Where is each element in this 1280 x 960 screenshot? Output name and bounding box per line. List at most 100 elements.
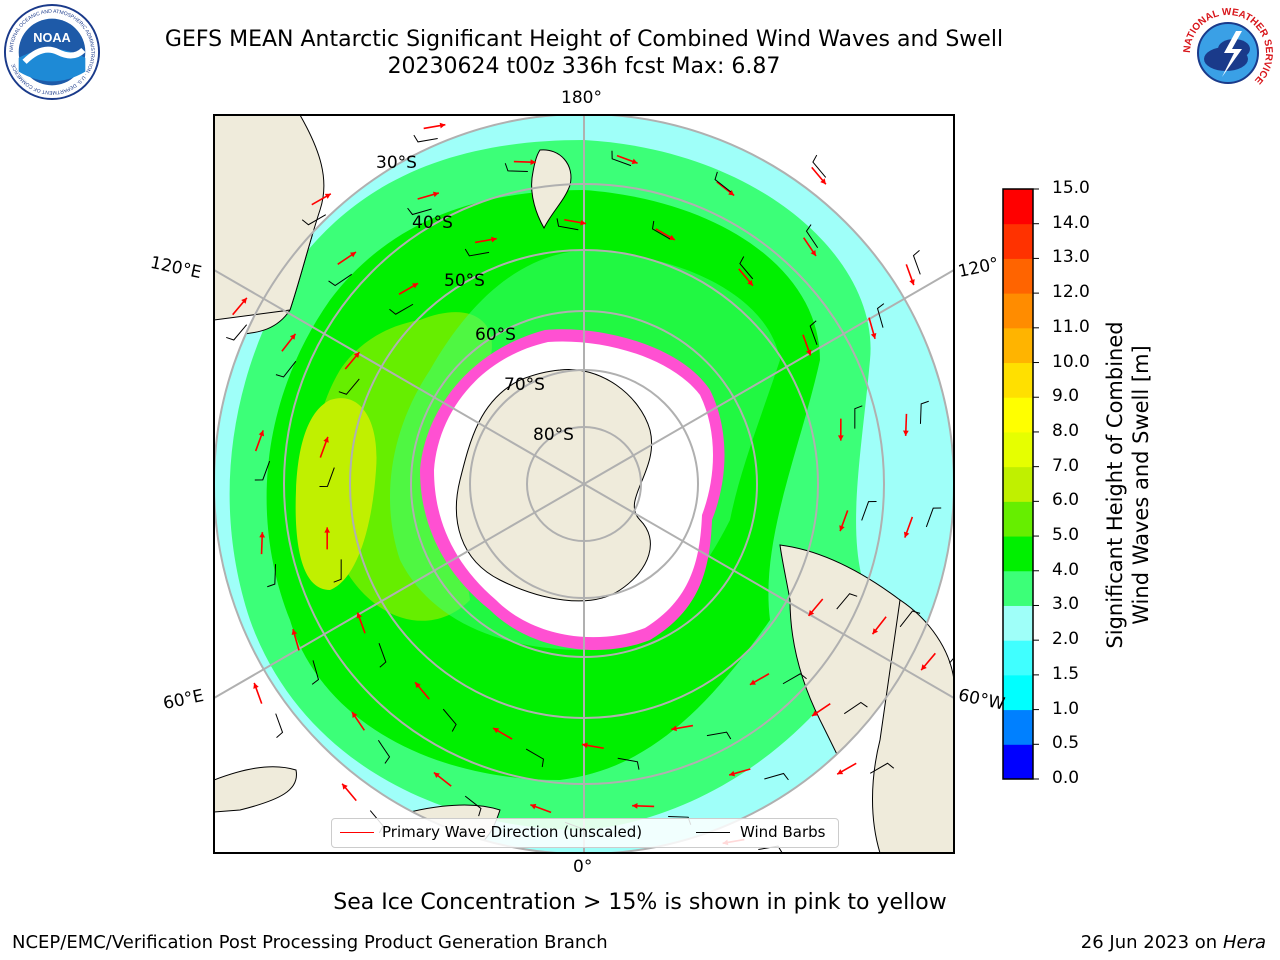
colorbar-segment — [1003, 293, 1033, 329]
wave-arrow-head — [289, 333, 296, 340]
wind-barb — [843, 701, 868, 715]
colorbar-segment — [1003, 501, 1033, 537]
legend-barb-label: Wind Barbs — [740, 823, 826, 841]
noaa-seal-icon: NOAA NATIONAL OCEANIC AND ATMOSPHERIC AD… — [3, 3, 101, 101]
colorbar-title-line-2: Wind Waves and Swell [m] — [1129, 345, 1153, 625]
wind-barb — [714, 171, 732, 193]
colorbar-tick-label: 3.0 — [1052, 594, 1080, 615]
wind-barb — [377, 739, 391, 764]
wave-arrow-head — [253, 682, 259, 689]
colorbar-segment — [1003, 362, 1033, 398]
colorbar-segment — [1003, 536, 1033, 572]
map-legend: Primary Wave Direction (unscaled) Wind B… — [331, 818, 839, 848]
colorbar-title-line-1: Significant Height of Combined — [1103, 321, 1127, 649]
wave-arrow-head — [349, 252, 356, 258]
colorbar-segment — [1003, 258, 1033, 294]
wind-barb — [333, 559, 342, 583]
colorbar-segment — [1003, 397, 1033, 433]
wave-arrow-head — [415, 682, 421, 689]
colorbar-frame — [1002, 188, 1034, 780]
colorbar-segment — [1003, 674, 1033, 711]
wave-arrow-head — [491, 236, 497, 243]
colorbar-tick-label: 10.0 — [1052, 351, 1090, 372]
wave-arrow-head — [412, 283, 419, 289]
wave-arrow-head — [353, 352, 360, 358]
wave-arrow-head — [729, 770, 736, 777]
colorbar-segment — [1003, 605, 1033, 641]
wind-barb — [876, 303, 885, 328]
colorbar-segment — [1003, 640, 1033, 676]
lat-label-50s: 50°S — [444, 271, 485, 291]
wind-barb — [319, 467, 335, 487]
wave-arrow-head — [810, 249, 816, 256]
wave-arrow-head — [258, 430, 265, 437]
wind-barb — [617, 757, 640, 770]
wave-arrow-head — [749, 679, 756, 685]
wind-barb — [556, 218, 579, 231]
wave-arrow-head — [530, 159, 536, 166]
colorbar-tick-label: 4.0 — [1052, 559, 1080, 580]
wave-arrow-head — [671, 725, 677, 732]
colorbar-tick-label: 1.0 — [1052, 698, 1080, 719]
colorbar-title: Significant Height of Combined Wind Wave… — [1102, 321, 1154, 648]
legend-wave-label: Primary Wave Direction (unscaled) — [382, 823, 643, 841]
wave-arrow-head — [909, 279, 915, 286]
wave-arrow-head — [812, 710, 819, 716]
colorbar-tick-label: 0.0 — [1052, 768, 1080, 788]
wave-arrow-head — [631, 158, 638, 165]
colorbar-tick-label: 8.0 — [1052, 420, 1080, 441]
wind-barb — [854, 405, 863, 429]
wind-barb — [407, 207, 432, 216]
lat-label-40s: 40°S — [412, 213, 453, 233]
wind-barb — [899, 610, 921, 628]
colorbar-tick-label: 5.0 — [1052, 525, 1080, 546]
lat-label-80s: 80°S — [533, 425, 574, 445]
colorbar-tick-label: 6.0 — [1052, 490, 1080, 511]
wind-barb — [389, 303, 414, 315]
wind-barb — [254, 460, 271, 481]
colorbar-segment — [1003, 466, 1033, 502]
wind-barb — [378, 643, 387, 668]
wave-arrow-head — [291, 629, 298, 636]
colorbar-segment — [1003, 744, 1033, 780]
lon-label-0: 0° — [573, 857, 593, 877]
wave-arrow-head — [808, 610, 815, 616]
legend-wave-line — [340, 832, 374, 833]
wind-barb — [226, 324, 248, 341]
noaa-logo-text: NOAA — [33, 30, 71, 45]
wave-arrow-head — [433, 772, 440, 779]
lat-label-70s: 70°S — [504, 375, 545, 395]
wave-arrow-head — [747, 279, 753, 286]
wave-arrow-head — [259, 532, 266, 538]
wind-barb — [739, 256, 754, 280]
wave-arrow-head — [356, 612, 363, 619]
colorbar-tick-label: 13.0 — [1052, 247, 1090, 268]
colorbar-tick-label: 12.0 — [1052, 282, 1090, 303]
wind-barb — [764, 772, 789, 781]
colorbar-tick-label: 9.0 — [1052, 386, 1080, 407]
wind-barb — [413, 134, 438, 143]
wave-arrow-head — [820, 178, 826, 185]
wave-arrow-head — [342, 783, 348, 790]
wind-barb — [442, 708, 457, 732]
wave-arrow-head — [352, 712, 358, 719]
wave-arrow-head — [837, 435, 844, 441]
wind-barb — [836, 593, 858, 610]
wave-arrow-head — [728, 189, 735, 196]
wind-barb — [338, 378, 360, 395]
wind-barb — [861, 501, 877, 521]
colorbar-segment — [1003, 189, 1033, 225]
wind-barb — [925, 507, 942, 528]
wave-arrow-head — [582, 742, 588, 749]
wave-arrow-head — [632, 802, 638, 809]
wind-barb — [275, 713, 284, 739]
colorbar-tick-label: 0.5 — [1052, 733, 1080, 754]
wind-barb — [809, 320, 818, 345]
lat-label-60s: 60°S — [475, 325, 516, 345]
wind-barb — [504, 163, 528, 173]
title-line-2: 20230624 t00z 336h fcst Max: 6.87 — [387, 54, 781, 79]
footer-machine: Hera — [1222, 932, 1266, 953]
lat-label-30s: 30°S — [376, 153, 417, 173]
wave-arrow-head — [241, 297, 247, 304]
wind-barb — [706, 731, 732, 740]
